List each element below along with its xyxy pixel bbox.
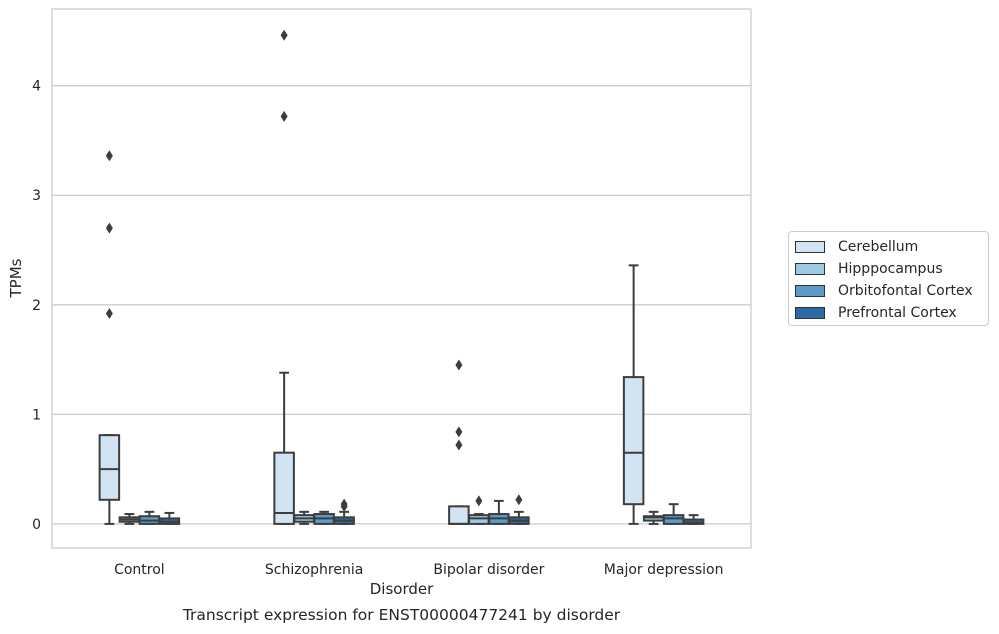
box-0-3 <box>158 511 181 525</box>
legend-swatch <box>795 241 825 253</box>
y-tick-label: 1 <box>32 407 41 423</box>
iqr-box <box>682 518 705 525</box>
iqr-box <box>622 376 645 506</box>
outlier-point <box>105 222 113 234</box>
box-1-3 <box>333 498 355 525</box>
axis-ticks: 0 1 2 3 4 Control Schizophrenia Bipolar disorde… <box>32 79 723 578</box>
plot-area-frame <box>51 8 752 549</box>
outlier-point <box>280 29 288 41</box>
y-tick-label: 2 <box>32 298 41 314</box>
outlier-point <box>280 110 288 122</box>
box-2-2 <box>488 499 510 525</box>
box-2-3 <box>508 494 530 525</box>
outlier-point <box>475 495 483 507</box>
iqr-box <box>273 451 295 525</box>
box-plots <box>98 29 705 525</box>
legend-label: Hipppocampus <box>838 261 943 277</box>
x-tick-label: Schizophrenia <box>265 562 363 578</box>
y-tick-label: 0 <box>32 517 41 533</box>
legend-item: Cerebellum <box>795 236 982 258</box>
chart-caption: Transcript expression for ENST0000047724… <box>182 606 621 624</box>
outlier-point <box>105 150 113 162</box>
x-tick-label: Control <box>114 562 165 578</box>
box-3-2 <box>662 503 685 525</box>
x-tick-label: Bipolar disorder <box>433 562 544 578</box>
y-axis-label: TPMs <box>7 258 25 298</box>
legend-label: Orbitofontal Cortex <box>838 283 973 299</box>
box-2-1 <box>468 495 490 525</box>
gridlines <box>52 85 751 525</box>
outlier-point <box>455 439 463 451</box>
iqr-box <box>662 514 685 525</box>
legend-swatch <box>795 263 825 275</box>
x-axis-label: Disorder <box>369 580 434 598</box>
box-3-3 <box>682 514 705 525</box>
box-1-2 <box>313 510 335 525</box>
y-tick-label: 3 <box>32 188 41 204</box>
box-3-1 <box>642 510 665 525</box>
legend-label: Prefrontal Cortex <box>838 305 957 321</box>
box-0-0 <box>98 150 121 525</box>
box-2-0 <box>448 359 470 525</box>
legend-item: Orbitofontal Cortex <box>795 280 982 302</box>
outlier-point <box>455 426 463 438</box>
outlier-point <box>340 498 348 510</box>
box-1-0 <box>273 29 295 525</box>
legend-swatch <box>795 307 825 319</box>
iqr-box <box>98 434 121 501</box>
y-tick-label: 4 <box>32 79 41 95</box>
legend: Cerebellum Hipppocampus Orbitofontal Corte… <box>788 231 989 326</box>
box-0-1 <box>118 513 141 525</box>
box-1-1 <box>293 510 315 525</box>
legend-item: Hipppocampus <box>795 258 982 280</box>
iqr-box <box>448 505 470 525</box>
box-3-0 <box>622 264 645 525</box>
x-tick-label: Major depression <box>604 562 724 578</box>
box-0-2 <box>138 510 161 525</box>
iqr-box <box>468 514 490 525</box>
legend-swatch <box>795 285 825 297</box>
outlier-point <box>455 359 463 371</box>
outlier-point <box>515 494 523 506</box>
legend-label: Cerebellum <box>838 239 919 255</box>
outlier-point <box>105 308 113 320</box>
legend-item: Prefrontal Cortex <box>795 302 982 324</box>
